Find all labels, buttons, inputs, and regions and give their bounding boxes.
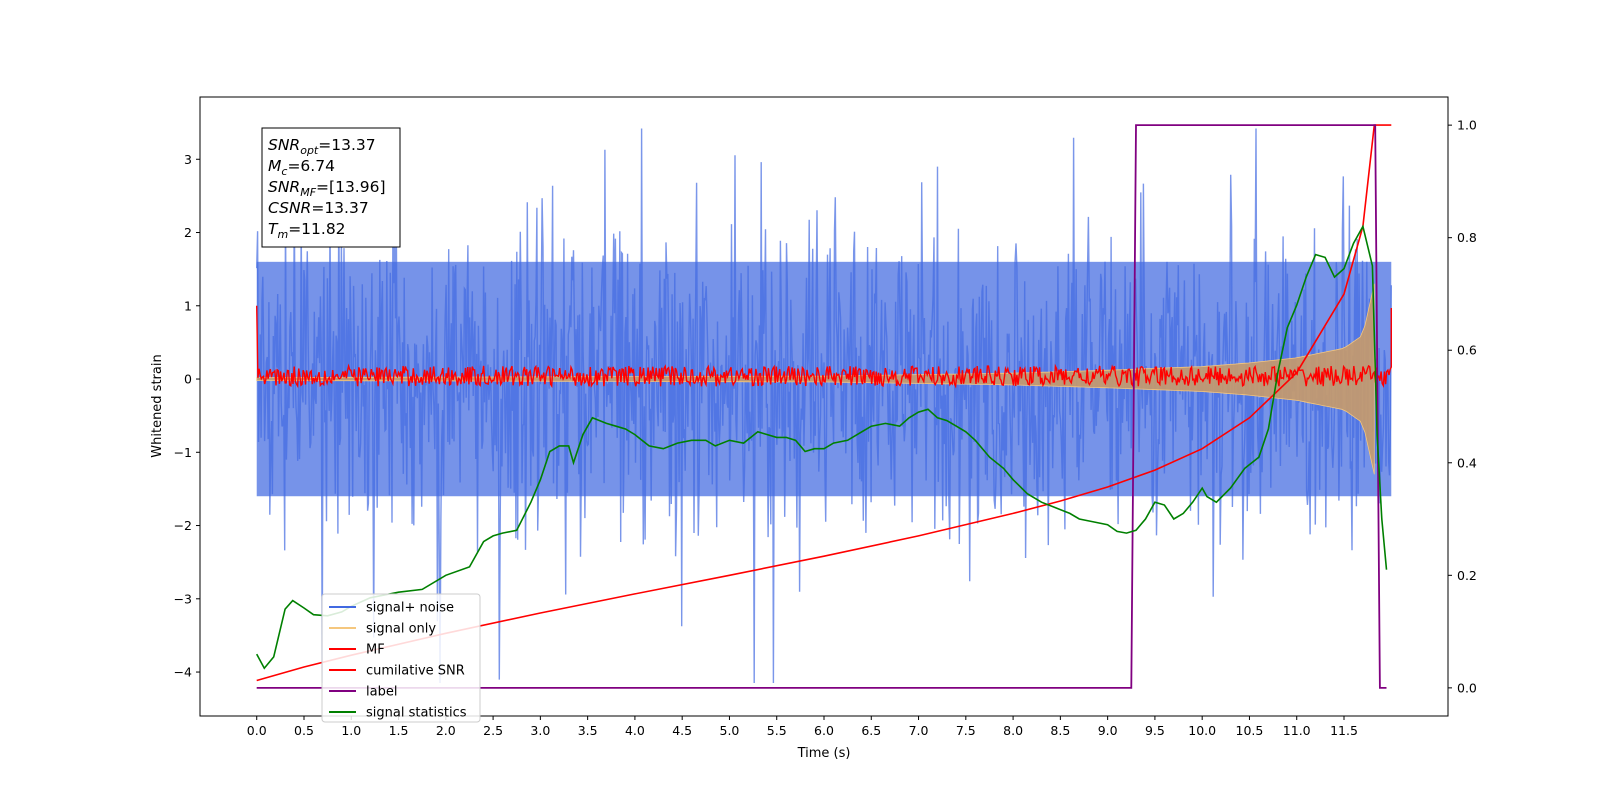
annotation-symbol: T	[268, 220, 279, 238]
series-label	[256, 124, 1387, 689]
x-tick-label: 6.5	[861, 723, 881, 738]
annotation-value: =[13.96]	[316, 178, 385, 196]
series-signal-only	[256, 283, 1375, 475]
annotation-subscript: MF	[300, 186, 316, 199]
annotation-value: =11.82	[288, 220, 345, 238]
x-tick-label: 10.0	[1188, 723, 1216, 738]
y-tick-label: 0	[184, 372, 192, 387]
y-axis-title: Whitened strain	[150, 354, 165, 457]
x-tick-label: 5.5	[767, 723, 787, 738]
legend-label: MF	[366, 643, 385, 658]
y-tick-label: −4	[174, 665, 192, 680]
x-tick-label: 1.5	[389, 723, 409, 738]
x-tick-label: 2.0	[436, 723, 456, 738]
x-tick-label: 11.0	[1283, 723, 1311, 738]
series-layer	[255, 124, 1392, 689]
y-axis-left: −4 −3 −2 −1 0 1 2 3	[174, 152, 200, 680]
x-tick-label: 11.5	[1330, 723, 1358, 738]
annotation-value: =6.74	[287, 157, 335, 175]
x-tick-label: 0.0	[247, 723, 267, 738]
x-tick-label: 7.5	[956, 723, 976, 738]
legend-label: cumilative SNR	[366, 664, 465, 679]
x-tick-label: 9.0	[1098, 723, 1118, 738]
legend: signal+ noise signal only MF cumilative SNR…	[321, 593, 481, 723]
y2-tick-label: 1.0	[1457, 118, 1477, 133]
y2-tick-label: 0.0	[1457, 680, 1477, 695]
x-tick-label: 2.5	[483, 723, 503, 738]
annotation-symbol: CSNR	[268, 199, 311, 217]
annotation-subscript: c	[281, 165, 287, 178]
x-tick-label: 3.5	[578, 723, 598, 738]
annotation-value: =13.37	[318, 136, 375, 154]
series-signal-statistics	[255, 224, 1388, 670]
y-tick-label: 2	[184, 225, 192, 240]
annotation-line: Tm=11.82	[268, 220, 346, 241]
legend-box	[321, 593, 481, 723]
x-tick-label: 7.0	[909, 723, 929, 738]
x-tick-label: 1.0	[341, 723, 361, 738]
legend-label: label	[366, 685, 397, 700]
annotation-value: =13.37	[311, 199, 368, 217]
x-tick-label: 4.5	[672, 723, 692, 738]
x-tick-label: 0.5	[294, 723, 314, 738]
y-tick-label: −2	[174, 518, 192, 533]
legend-label: signal only	[366, 622, 436, 637]
annotation-line: SNRopt=13.37	[268, 136, 376, 157]
legend-label: signal statistics	[366, 706, 467, 721]
x-axis-title: Time (s)	[797, 746, 851, 761]
x-tick-label: 4.0	[625, 723, 645, 738]
y2-tick-label: 0.6	[1457, 343, 1477, 358]
annotation-subscript: m	[277, 228, 288, 241]
y-tick-label: 3	[184, 152, 192, 167]
y2-tick-label: 0.4	[1457, 455, 1477, 470]
annotation-box	[261, 127, 401, 248]
stats-annotation: SNRopt=13.37Mc=6.74SNRMF=[13.96]CSNR=13.…	[261, 127, 401, 248]
annotation-line: CSNR=13.37	[268, 199, 369, 217]
y-tick-label: −3	[174, 591, 192, 606]
x-tick-label: 8.0	[1003, 723, 1023, 738]
y2-tick-label: 0.8	[1457, 230, 1477, 245]
x-tick-label: 3.0	[530, 723, 550, 738]
y-tick-label: 1	[184, 298, 192, 313]
x-tick-label: 8.5	[1050, 723, 1070, 738]
annotation-line: SNRMF=[13.96]	[268, 178, 386, 199]
y2-tick-label: 0.2	[1457, 568, 1477, 583]
x-tick-label: 6.0	[814, 723, 834, 738]
x-tick-label: 10.5	[1236, 723, 1264, 738]
x-axis: 0.0 0.5 1.0 1.5 2.0 2.5 3.0 3.5 4.0 4.5 5.0 5.5 6.0 6…	[247, 716, 1358, 738]
annotation-symbol: SNR	[268, 136, 300, 154]
x-tick-label: 9.5	[1145, 723, 1165, 738]
annotation-symbol: SNR	[268, 178, 300, 196]
legend-label: signal+ noise	[366, 601, 454, 616]
x-tick-label: 5.0	[720, 723, 740, 738]
annotation-symbol: M	[268, 157, 281, 175]
series-mf	[256, 305, 1392, 389]
annotation-line: Mc=6.74	[268, 157, 335, 178]
y-axis-right: 0.0 0.2 0.4 0.6 0.8 1.0	[1448, 118, 1477, 695]
annotation-subscript: opt	[300, 144, 319, 157]
y-tick-label: −1	[174, 445, 192, 460]
